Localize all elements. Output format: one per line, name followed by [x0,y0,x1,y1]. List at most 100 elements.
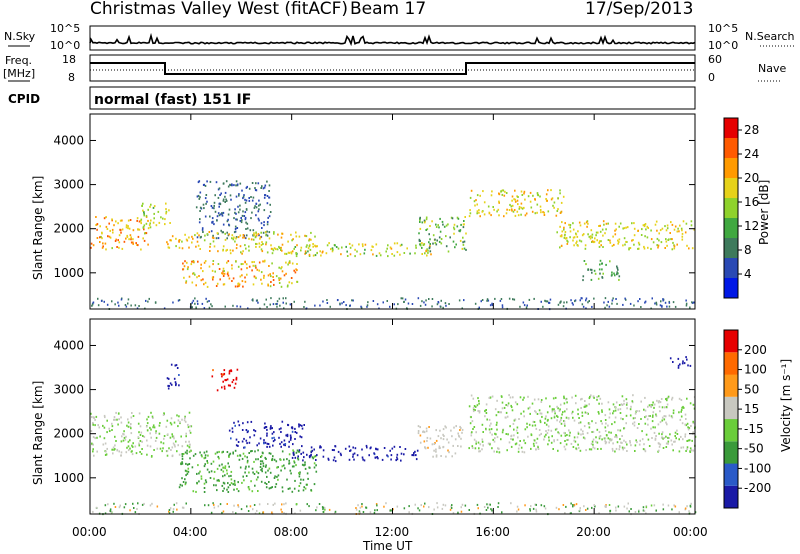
velocity-cell [264,471,267,474]
velocity-cell [185,432,187,435]
power-cell [527,195,530,198]
velocity-cell [527,395,529,398]
ground-scatter-cell [306,503,308,506]
colorbar-tick-label: 50 [744,382,759,396]
power-cell [283,274,286,277]
power-cell [425,218,428,221]
power-cell [462,243,465,246]
velocity-cell [505,404,507,406]
velocity-cell [533,444,535,447]
ground-scatter-cell [685,299,687,302]
velocity-cell [650,405,652,408]
velocity-cell [690,425,692,427]
power-cell [423,243,426,246]
velocity-cell [554,396,557,399]
velocity-cell [160,441,162,444]
velocity-cell [556,405,558,408]
ground-scatter-cell [591,305,593,308]
power-cell [478,209,480,212]
power-cell [660,241,663,244]
velocity-cell [493,440,496,443]
power-cell [423,221,426,224]
power-cell [664,225,666,228]
xtick-label: 00:00 [72,525,107,539]
velocity-cell [595,436,597,439]
velocity-cell [688,439,691,442]
velocity-cell [291,430,294,433]
velocity-cell [147,415,150,418]
velocity-cell [279,458,282,461]
velocity-cell [111,448,113,451]
velocity-cell [302,459,304,462]
ground-scatter-cell [671,508,673,511]
velocity-cell [233,386,236,389]
power-cell [221,212,223,215]
velocity-cell [591,440,594,443]
ground-scatter-cell [440,299,442,302]
velocity-cell [254,450,256,453]
velocity-cell [206,460,208,462]
power-cell [220,229,222,232]
colorbar-swatch [724,463,738,486]
velocity-cell [257,449,259,452]
velocity-cell [400,452,403,455]
power-cell [266,202,269,205]
velocity-cell [452,444,454,447]
velocity-cell [313,466,316,469]
velocity-cell [171,454,174,457]
velocity-cell [468,405,471,408]
power-cell [419,216,421,219]
velocity-cell [686,440,688,442]
velocity-cell [581,414,584,417]
ground-scatter-cell [361,503,363,505]
ground-scatter-cell [544,299,546,302]
velocity-cell [645,433,648,436]
power-cell [263,274,265,277]
power-cell [476,194,479,197]
power-cell [518,206,521,208]
power-cell [248,187,251,190]
velocity-cell [334,445,337,448]
velocity-cell [577,408,579,411]
power-cell [243,215,246,217]
power-cell [604,232,606,235]
velocity-cell [185,462,187,465]
velocity-cell [571,396,573,399]
power-cell [171,235,174,238]
ground-scatter-cell [449,508,452,511]
power-cell [188,236,190,239]
ground-scatter-cell [593,297,595,300]
power-cell [243,236,246,239]
ground-scatter-cell [585,299,587,302]
power-cell [505,192,508,194]
power-cell [415,246,417,249]
power-cell [483,213,486,216]
power-cell [296,269,298,272]
velocity-cell [545,415,547,418]
velocity-cell [175,440,177,443]
velocity-cell [682,360,684,363]
ground-scatter-cell [570,512,572,515]
velocity-cell [689,447,692,450]
colorbar-swatch [724,138,738,158]
velocity-cell [651,437,653,439]
ground-scatter-cell [583,505,585,508]
ground-scatter-cell [572,505,574,508]
velocity-cell [103,414,106,417]
velocity-cell [175,364,178,367]
power-cell [517,196,519,198]
ground-scatter-cell [666,305,668,308]
velocity-cell [619,408,622,411]
power-cell [684,231,687,234]
velocity-cell [178,486,181,489]
velocity-cell [152,424,155,427]
power-cell [201,227,204,230]
power-cell [506,208,508,211]
power-cell [308,238,311,241]
velocity-cell [614,409,617,412]
power-cell [513,198,515,201]
velocity-cell [280,427,282,430]
power-cell [218,205,220,208]
velocity-cell [122,439,125,442]
power-cell [439,230,442,233]
